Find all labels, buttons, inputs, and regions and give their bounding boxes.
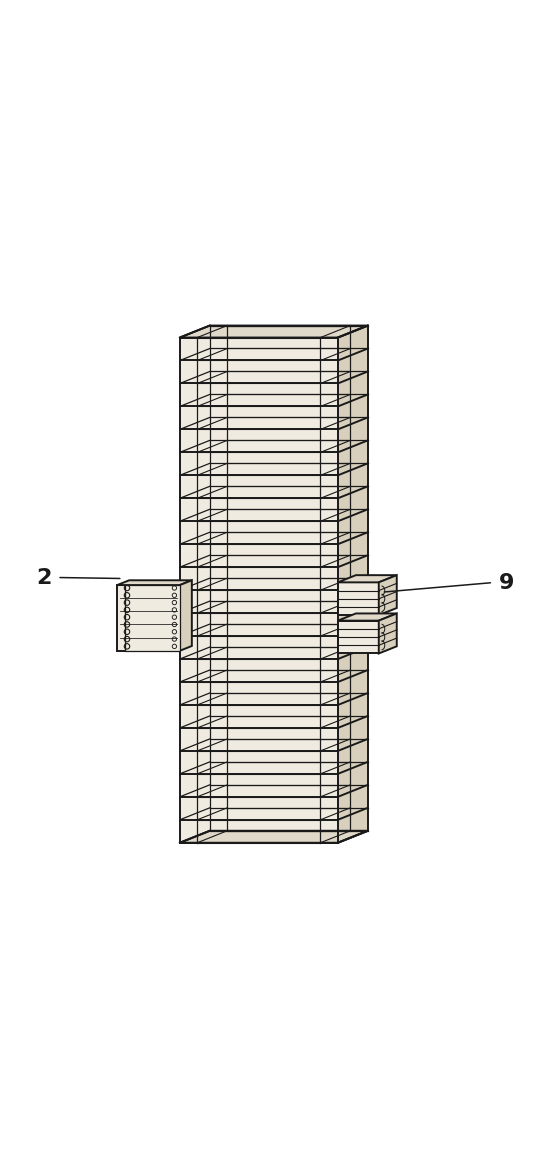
Text: 2: 2 bbox=[36, 568, 51, 588]
Polygon shape bbox=[125, 586, 180, 651]
Polygon shape bbox=[338, 739, 368, 774]
Polygon shape bbox=[180, 475, 338, 499]
Polygon shape bbox=[379, 575, 397, 615]
Polygon shape bbox=[338, 614, 397, 621]
Polygon shape bbox=[180, 751, 338, 774]
Polygon shape bbox=[180, 499, 338, 521]
Polygon shape bbox=[180, 682, 338, 705]
Polygon shape bbox=[180, 796, 338, 820]
Polygon shape bbox=[338, 715, 368, 751]
Polygon shape bbox=[180, 728, 338, 751]
Polygon shape bbox=[180, 636, 338, 659]
Polygon shape bbox=[338, 785, 368, 820]
Polygon shape bbox=[180, 659, 338, 682]
Polygon shape bbox=[338, 578, 368, 614]
Polygon shape bbox=[338, 486, 368, 521]
Polygon shape bbox=[180, 383, 338, 406]
Polygon shape bbox=[180, 406, 338, 430]
Polygon shape bbox=[338, 648, 368, 682]
Polygon shape bbox=[338, 693, 368, 728]
Polygon shape bbox=[338, 670, 368, 705]
Polygon shape bbox=[180, 326, 368, 337]
Polygon shape bbox=[338, 762, 368, 796]
Polygon shape bbox=[338, 349, 368, 383]
Polygon shape bbox=[180, 774, 338, 796]
Polygon shape bbox=[117, 586, 180, 651]
Polygon shape bbox=[180, 705, 338, 728]
Polygon shape bbox=[180, 590, 338, 614]
Polygon shape bbox=[338, 575, 397, 582]
Polygon shape bbox=[338, 464, 368, 499]
Polygon shape bbox=[117, 581, 192, 586]
Polygon shape bbox=[180, 521, 338, 545]
Polygon shape bbox=[180, 830, 368, 843]
Polygon shape bbox=[180, 337, 338, 361]
Polygon shape bbox=[338, 395, 368, 430]
Polygon shape bbox=[338, 555, 368, 590]
Polygon shape bbox=[338, 509, 368, 545]
Polygon shape bbox=[180, 581, 192, 651]
Polygon shape bbox=[338, 417, 368, 452]
Polygon shape bbox=[338, 601, 368, 636]
Text: 9: 9 bbox=[499, 573, 514, 593]
Polygon shape bbox=[338, 371, 368, 406]
Polygon shape bbox=[180, 567, 338, 590]
Polygon shape bbox=[338, 808, 368, 843]
Polygon shape bbox=[338, 621, 379, 653]
Polygon shape bbox=[180, 452, 338, 475]
Polygon shape bbox=[338, 624, 368, 659]
Polygon shape bbox=[338, 326, 368, 361]
Polygon shape bbox=[180, 361, 338, 383]
Polygon shape bbox=[180, 545, 338, 567]
Polygon shape bbox=[379, 614, 397, 653]
Polygon shape bbox=[338, 532, 368, 567]
Polygon shape bbox=[180, 820, 338, 843]
Polygon shape bbox=[180, 614, 338, 636]
Polygon shape bbox=[180, 430, 338, 452]
Polygon shape bbox=[338, 582, 379, 615]
Polygon shape bbox=[338, 440, 368, 475]
